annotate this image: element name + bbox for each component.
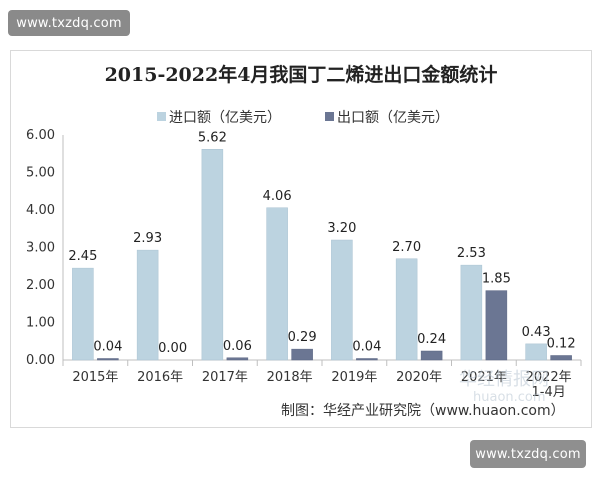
y-axis: 0.00 1.00 2.00 3.00 4.00 5.00 6.00 [26, 128, 64, 368]
data-label-export: 0.06 [223, 339, 252, 354]
data-label-export: 0.04 [93, 340, 122, 355]
x-tick-label: 2017年 [202, 370, 248, 385]
bar-import [266, 207, 288, 361]
bar-import [460, 264, 483, 361]
bar-export [97, 358, 119, 361]
x-tick-label: 2015年 [72, 370, 118, 385]
y-tick-label: 4.00 [26, 203, 55, 218]
legend-swatch-export [325, 112, 334, 121]
y-tick-label: 2.00 [26, 278, 55, 293]
legend: 进口额（亿美元） 出口额（亿美元） [157, 110, 449, 126]
data-label-import: 2.53 [457, 246, 486, 261]
bar-export [356, 358, 378, 361]
x-tick-label: 2019年 [331, 370, 377, 385]
x-tick-label: 2018年 [267, 370, 313, 385]
x-axis: 2015年 2016年 2017年 2018年 2019年 2020年 2021年 2022年… [62, 359, 582, 400]
source-note: 制图：华经产业研究院（www.huaon.com） [281, 403, 565, 419]
bar-export [291, 348, 313, 361]
faint-watermark: 华经情报网 [459, 369, 549, 390]
legend-swatch-import [157, 112, 166, 121]
bar-series [72, 149, 572, 361]
data-label-export: 0.24 [417, 332, 446, 347]
bar-import [331, 239, 353, 361]
bar-export [226, 357, 249, 361]
legend-label-import: 进口额（亿美元） [169, 110, 281, 126]
data-label-import: 4.06 [263, 189, 292, 204]
data-label-import: 5.62 [198, 130, 227, 145]
bar-import [72, 267, 94, 361]
data-label-import: 2.93 [133, 231, 162, 246]
bar-chart: 2015-2022年4月我国丁二烯进出口金额统计 进口额（亿美元） 出口额（亿美… [26, 63, 582, 419]
y-tick-label: 6.00 [26, 128, 55, 143]
data-label-export: 0.12 [547, 337, 576, 352]
data-label-import: 2.70 [392, 240, 421, 255]
x-tick-label: 2016年 [137, 370, 183, 385]
data-label-export: 0.00 [158, 341, 187, 356]
chart-panel: 2015-2022年4月我国丁二烯进出口金额统计 进口额（亿美元） 出口额（亿美… [10, 50, 592, 428]
faint-watermark-url: huaon.com [473, 390, 546, 405]
y-tick-label: 3.00 [26, 241, 55, 256]
y-tick-label: 0.00 [26, 353, 55, 368]
bar-export [485, 290, 508, 361]
x-tick-label: 2021年 [461, 370, 507, 385]
data-label-export: 0.04 [352, 340, 381, 355]
watermark-bottom: www.txzdq.com [470, 440, 586, 468]
data-label-import: 0.43 [522, 325, 551, 340]
y-tick-label: 5.00 [26, 166, 55, 181]
y-tick-label: 1.00 [26, 316, 55, 331]
legend-label-export: 出口额（亿美元） [337, 110, 449, 126]
data-labels: 2.45 2.93 5.62 4.06 3.20 2.70 2.53 0.43 0.04 0.00… [68, 130, 575, 356]
bar-export [420, 350, 443, 361]
x-tick-label: 1-4月 [532, 385, 566, 400]
data-label-import: 3.20 [327, 221, 356, 236]
data-label-export: 0.29 [288, 330, 317, 345]
bar-import [395, 258, 418, 361]
x-tick-label: 2022年 [526, 370, 572, 385]
watermark-top: www.txzdq.com [8, 10, 130, 36]
chart-title: 2015-2022年4月我国丁二烯进出口金额统计 [105, 63, 498, 86]
bar-import [525, 343, 547, 361]
bar-export [550, 355, 572, 361]
data-label-export: 1.85 [482, 272, 511, 287]
data-label-import: 2.45 [68, 249, 97, 264]
x-tick-label: 2020年 [396, 370, 442, 385]
bar-import [136, 249, 159, 361]
bar-import [201, 149, 224, 361]
